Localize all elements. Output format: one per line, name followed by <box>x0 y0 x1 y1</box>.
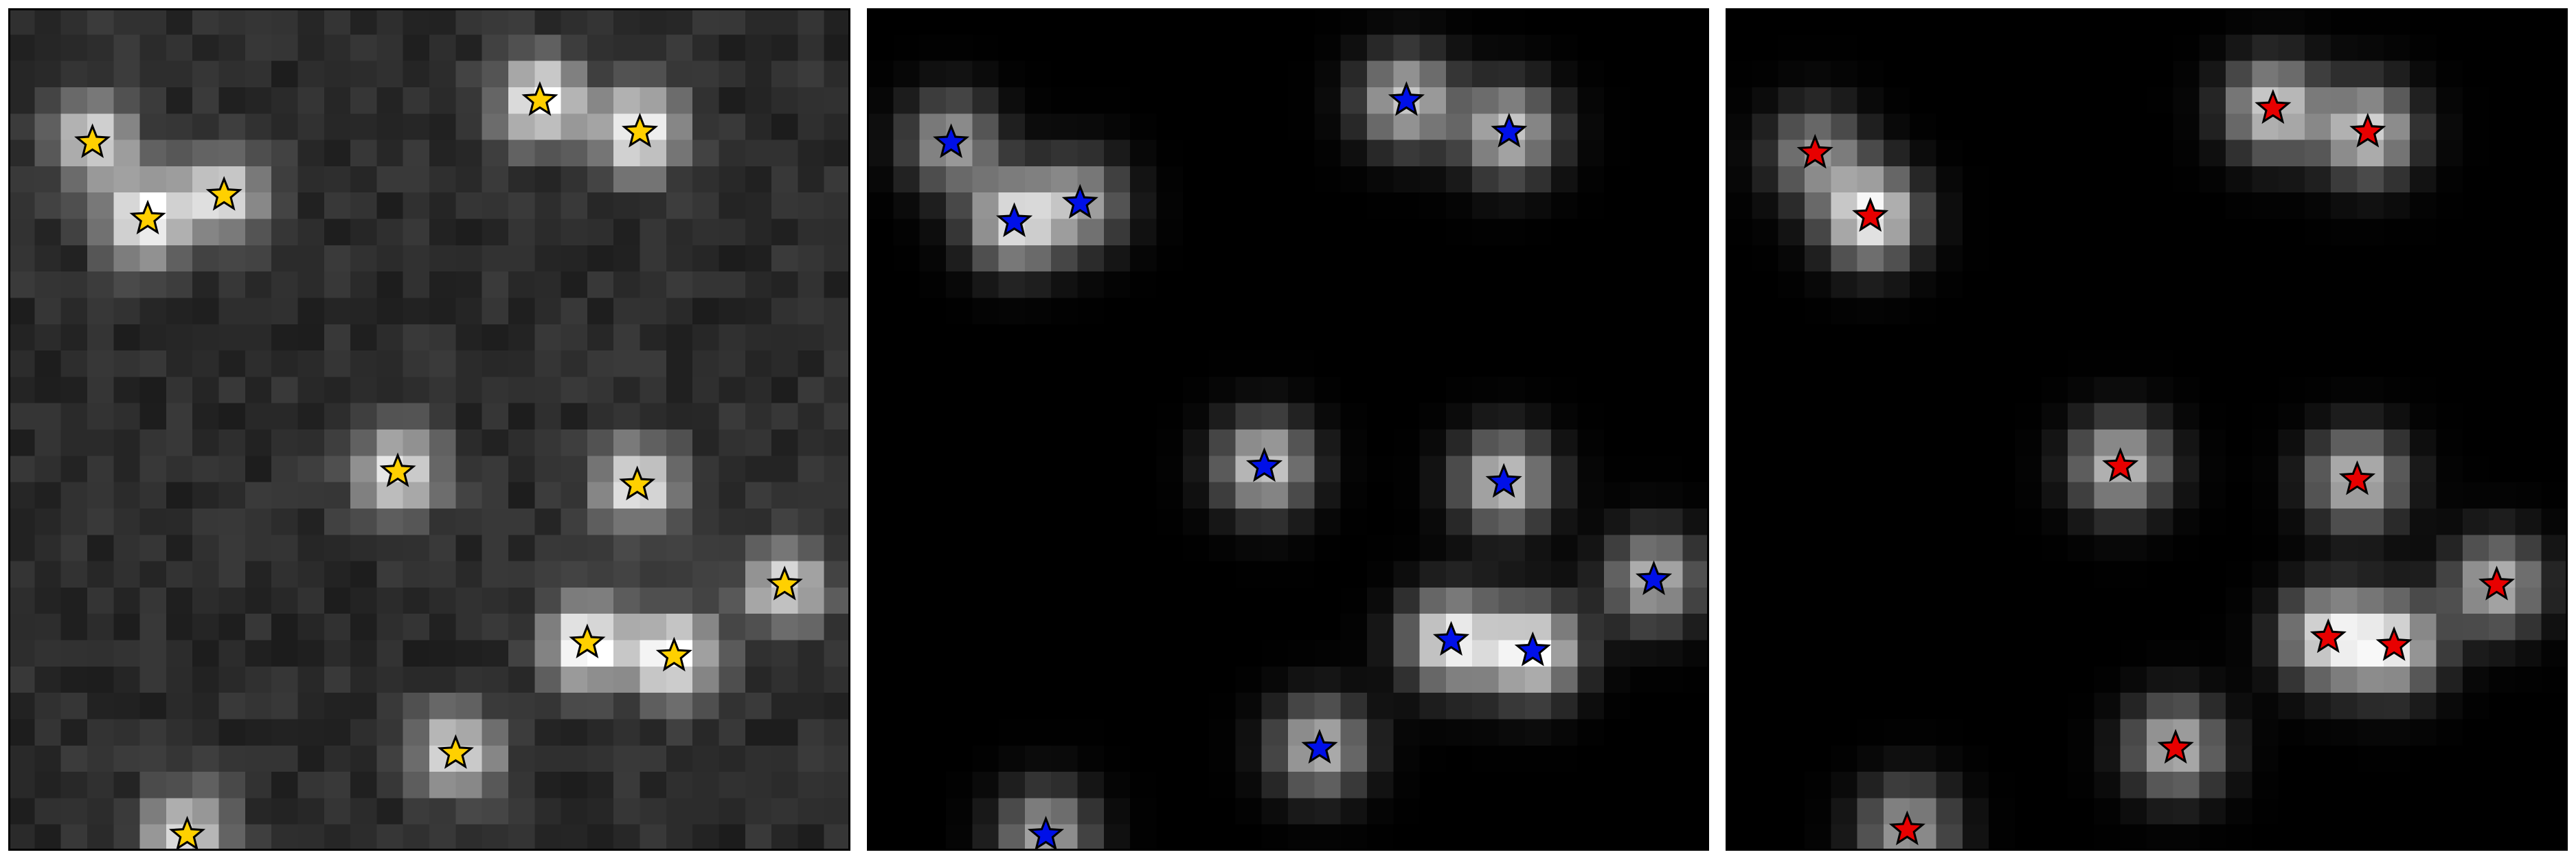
model-blue-image <box>867 8 1709 851</box>
star-marker <box>129 199 166 235</box>
star-marker <box>2349 113 2386 148</box>
star-marker <box>1485 462 1522 498</box>
star-marker <box>205 176 242 211</box>
star-marker <box>1491 113 1528 148</box>
noisy-image <box>8 8 850 851</box>
star-marker <box>2102 447 2139 482</box>
star-marker <box>1061 183 1098 219</box>
star-marker <box>437 734 474 769</box>
star-marker <box>995 202 1033 237</box>
star-marker <box>766 566 803 601</box>
star-marker <box>168 816 206 851</box>
star-marker <box>2255 89 2292 124</box>
star-marker <box>74 123 111 159</box>
star-marker <box>1635 560 1673 595</box>
star-marker <box>621 113 659 148</box>
star-marker <box>569 623 606 658</box>
star-marker <box>1301 728 1338 764</box>
star-marker <box>619 465 656 501</box>
star-marker <box>2157 728 2194 764</box>
star-marker <box>379 452 416 487</box>
noisy-observed-panel <box>8 8 850 851</box>
model-blue-panel <box>867 8 1709 851</box>
star-marker <box>2309 618 2347 654</box>
star-marker <box>933 123 970 159</box>
model-red-panel <box>1726 8 2568 851</box>
star-marker <box>655 636 692 672</box>
star-marker <box>2338 460 2376 495</box>
star-marker <box>2375 626 2413 661</box>
star-marker <box>1027 816 1065 851</box>
star-marker <box>1888 810 1925 845</box>
star-marker <box>2478 566 2516 601</box>
model-red-image <box>1726 8 2568 851</box>
star-marker <box>1852 197 1889 232</box>
star-marker <box>521 81 558 116</box>
star-marker <box>1514 631 1551 667</box>
star-marker <box>1388 81 1425 116</box>
star-marker <box>1245 447 1283 482</box>
star-marker <box>1796 133 1833 169</box>
star-marker <box>1432 621 1470 656</box>
